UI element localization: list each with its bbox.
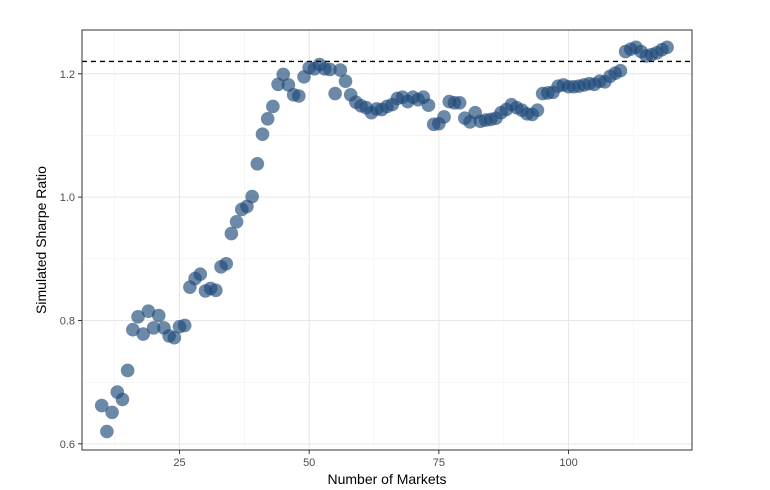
data-point-25 — [224, 226, 239, 241]
x-axis-ticks: 25 50 75 100 — [173, 450, 578, 469]
y-tick-label-1: 0.8 — [60, 315, 75, 327]
data-point-44 — [323, 62, 337, 77]
x-tick-label-3: 100 — [559, 457, 577, 469]
data-point-19 — [193, 267, 208, 282]
data-point-24 — [219, 256, 234, 271]
x-axis-title: Number of Markets — [327, 471, 446, 487]
data-point-38 — [292, 89, 306, 103]
data-point-30 — [250, 157, 265, 171]
data-point-14 — [167, 330, 182, 345]
data-point-45 — [328, 86, 342, 101]
data-point-33 — [266, 99, 280, 114]
data-point-29 — [245, 189, 259, 204]
data-points — [94, 40, 674, 439]
data-point-84 — [530, 103, 545, 117]
y-tick-label-3: 1.2 — [60, 69, 75, 81]
data-point-63 — [421, 98, 436, 113]
data-point-26 — [229, 215, 244, 229]
y-axis-title: Simulated Sharpe Ratio — [33, 166, 49, 314]
data-point-22 — [209, 283, 223, 298]
data-point-8 — [136, 327, 151, 341]
data-point-2 — [105, 405, 119, 420]
data-point-0 — [94, 398, 109, 413]
data-point-9 — [141, 304, 156, 319]
data-point-10 — [146, 321, 161, 335]
grid-minor — [82, 30, 692, 450]
data-point-4 — [115, 392, 130, 407]
data-point-47 — [338, 74, 353, 88]
data-point-46 — [333, 63, 348, 77]
data-point-69 — [452, 95, 467, 110]
data-point-5 — [120, 363, 135, 378]
y-axis-ticks: 0.6 0.8 1.0 1.2 — [60, 69, 82, 451]
panel-border — [81, 29, 693, 451]
x-tick-label-0: 25 — [173, 457, 185, 469]
data-point-7 — [131, 309, 145, 324]
data-point-66 — [437, 110, 451, 124]
data-point-32 — [260, 112, 275, 126]
data-point-1 — [100, 424, 114, 439]
x-tick-label-1: 50 — [303, 457, 315, 469]
data-point-16 — [177, 318, 192, 333]
data-point-35 — [276, 67, 291, 82]
data-point-100 — [613, 63, 628, 78]
y-tick-label-0: 0.6 — [60, 439, 75, 451]
x-tick-label-2: 75 — [433, 457, 445, 469]
data-point-11 — [151, 308, 166, 323]
data-point-31 — [255, 127, 270, 142]
data-point-6 — [126, 322, 140, 337]
data-point-109 — [660, 40, 674, 55]
grid-major — [82, 30, 692, 450]
y-tick-label-2: 1.0 — [60, 192, 75, 204]
